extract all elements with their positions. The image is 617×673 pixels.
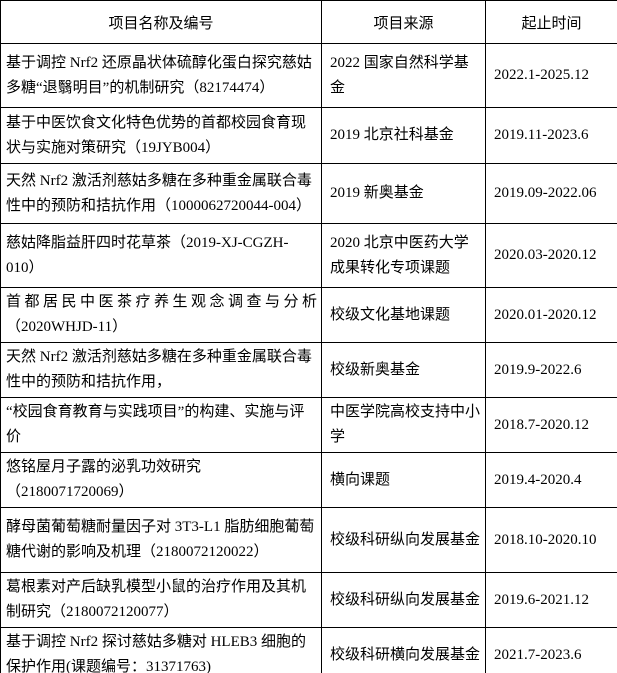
table-row: 慈姑降脂益肝四时花草茶（2019-XJ-CGZH-010） 2020 北京中医药… [0,223,617,288]
table-row: 天然 Nrf2 激活剂慈姑多糖在多种重金属联合毒性中的预防和拮抗作用（10000… [0,163,617,224]
project-period-cell: 2021.7-2023.6 [485,627,617,673]
project-source-cell: 中医学院高校支持中小学 [321,397,486,453]
table-row: 基于调控 Nrf2 还原晶状体硫醇化蛋白探究慈姑多糖“退翳明目”的机制研究（82… [0,43,617,108]
table-row: 基于中医饮食文化特色优势的首都校园食育现状与实施对策研究（19JYB004） 2… [0,107,617,164]
project-period-cell: 2019.6-2021.12 [485,572,617,628]
project-source-cell: 横向课题 [321,452,486,508]
project-name-cell: 酵母菌葡萄糖耐量因子对 3T3-L1 脂肪细胞葡萄糖代谢的影响及机理（21800… [0,507,322,573]
project-name-cell: 首都居民中医茶疗养生观念调查与分析（2020WHJD-11） [0,287,322,343]
project-source-cell: 2022 国家自然科学基金 [321,43,486,108]
project-period-cell: 2020.01-2020.12 [485,287,617,343]
project-name-cell: 基于调控 Nrf2 探讨慈姑多糖对 HLEB3 细胞的保护作用(课题编号：313… [0,627,322,673]
table-row: 葛根素对产后缺乳模型小鼠的治疗作用及其机制研究（2180072120077） 校… [0,572,617,628]
project-name-cell: 慈姑降脂益肝四时花草茶（2019-XJ-CGZH-010） [0,223,322,288]
project-period-cell: 2020.03-2020.12 [485,223,617,288]
project-source-cell: 2019 新奥基金 [321,163,486,224]
project-name-cell: “校园食育教育与实践项目”的构建、实施与评价 [0,397,322,453]
table-row: 酵母菌葡萄糖耐量因子对 3T3-L1 脂肪细胞葡萄糖代谢的影响及机理（21800… [0,507,617,573]
project-period-cell: 2019.11-2023.6 [485,107,617,164]
column-header-project-source: 项目来源 [321,0,486,44]
project-source-cell: 2020 北京中医药大学成果转化专项课题 [321,223,486,288]
project-name-cell: 基于调控 Nrf2 还原晶状体硫醇化蛋白探究慈姑多糖“退翳明目”的机制研究（82… [0,43,322,108]
table-row: “校园食育教育与实践项目”的构建、实施与评价 中医学院高校支持中小学 2018.… [0,397,617,453]
project-source-cell: 2019 北京社科基金 [321,107,486,164]
project-source-cell: 校级科研纵向发展基金 [321,507,486,573]
project-period-cell: 2019.09-2022.06 [485,163,617,224]
project-source-cell: 校级新奥基金 [321,342,486,398]
table-row: 天然 Nrf2 激活剂慈姑多糖在多种重金属联合毒性中的预防和拮抗作用， 校级新奥… [0,342,617,398]
project-name-cell: 悠铭屋月子露的泌乳功效研究（2180071720069） [0,452,322,508]
table-header-row: 项目名称及编号 项目来源 起止时间 [0,0,617,44]
project-name-cell: 葛根素对产后缺乳模型小鼠的治疗作用及其机制研究（2180072120077） [0,572,322,628]
project-name-cell: 天然 Nrf2 激活剂慈姑多糖在多种重金属联合毒性中的预防和拮抗作用（10000… [0,163,322,224]
project-source-cell: 校级科研横向发展基金 [321,627,486,673]
project-period-cell: 2018.7-2020.12 [485,397,617,453]
table-row: 首都居民中医茶疗养生观念调查与分析（2020WHJD-11） 校级文化基地课题 … [0,287,617,343]
project-name-cell: 天然 Nrf2 激活剂慈姑多糖在多种重金属联合毒性中的预防和拮抗作用， [0,342,322,398]
column-header-project-name: 项目名称及编号 [0,0,322,44]
project-name-cell: 基于中医饮食文化特色优势的首都校园食育现状与实施对策研究（19JYB004） [0,107,322,164]
column-header-period: 起止时间 [485,0,617,44]
project-period-cell: 2019.9-2022.6 [485,342,617,398]
project-period-cell: 2019.4-2020.4 [485,452,617,508]
project-source-cell: 校级科研纵向发展基金 [321,572,486,628]
table-row: 基于调控 Nrf2 探讨慈姑多糖对 HLEB3 细胞的保护作用(课题编号：313… [0,627,617,673]
table-row: 悠铭屋月子露的泌乳功效研究（2180071720069） 横向课题 2019.4… [0,452,617,508]
project-source-cell: 校级文化基地课题 [321,287,486,343]
project-period-cell: 2022.1-2025.12 [485,43,617,108]
project-period-cell: 2018.10-2020.10 [485,507,617,573]
